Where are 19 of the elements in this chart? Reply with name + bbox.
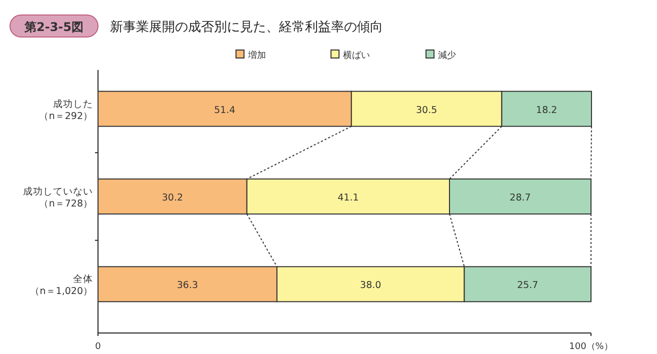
text: 25.7 (517, 280, 538, 292)
legend-label: 横ばい (343, 50, 370, 61)
text: 第2-3-5図 (23, 20, 84, 34)
text: 41.1 (338, 192, 359, 204)
y-tick-label: 成功した（n＝292） (38, 98, 93, 122)
text: 18.2 (536, 104, 558, 116)
chart-title: 新事業展開の成否別に見た、経常利益率の傾向 (110, 19, 383, 35)
y-tick-label: 全体（n＝1,020） (30, 273, 93, 298)
text: 38.0 (360, 280, 382, 292)
x-tick-label: 0 (95, 342, 102, 352)
text: 36.3 (176, 280, 198, 292)
text: 51.4 (214, 104, 236, 116)
text: 30.2 (162, 192, 184, 204)
text: 28.7 (510, 192, 531, 204)
text: 30.5 (416, 104, 438, 116)
y-tick-label: 成功していない（n＝728） (23, 186, 93, 210)
legend-label: 減少 (438, 50, 456, 61)
legend-label: 増加 (247, 50, 266, 61)
x-tick-label: 100（%） (569, 342, 613, 352)
